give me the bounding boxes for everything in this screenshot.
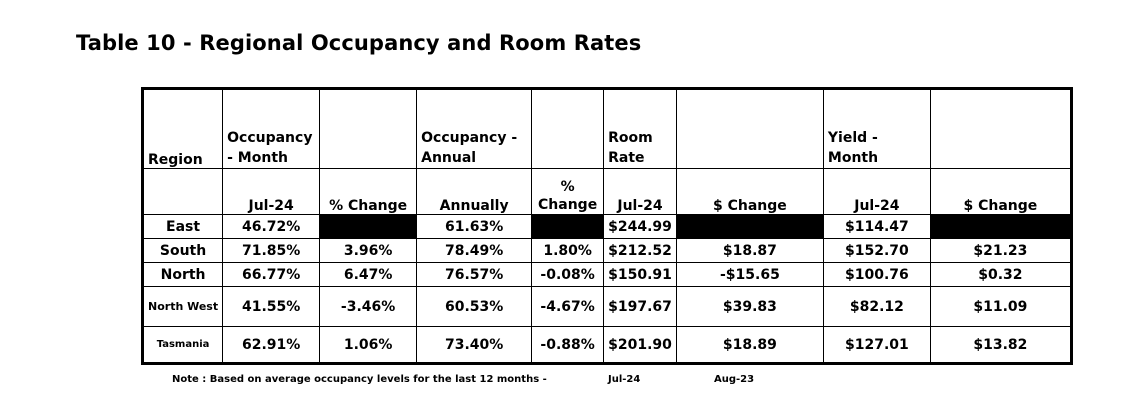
table-row: East 46.72% 61.63% $244.99 $114.47 — [141, 214, 1072, 239]
room-rate-cell: $197.67 — [603, 286, 677, 327]
subheader-blank — [141, 168, 224, 215]
header-blank — [319, 88, 418, 169]
room-rate-cell: $212.52 — [603, 238, 677, 263]
header-blank — [531, 88, 605, 169]
occupancy-cell: 46.72% — [222, 214, 321, 239]
room-rate-change-cell: $39.83 — [675, 286, 824, 327]
annual-cell: 61.63% — [416, 214, 533, 239]
header-room-rate: Room Rate — [603, 88, 677, 169]
table-row: North 66.77% 6.47% 76.57% -0.08% $150.91… — [141, 262, 1072, 287]
header-blank — [929, 88, 1072, 169]
subheader-jul24: Jul-24 — [603, 168, 677, 215]
annual-cell: 78.49% — [416, 238, 533, 263]
header-yield-month: Yield - Month — [822, 88, 931, 169]
occupancy-change-cell: 1.06% — [319, 326, 418, 364]
header-blank — [675, 88, 824, 169]
occupancy-cell: 62.91% — [222, 326, 321, 364]
yield-cell: $127.01 — [822, 326, 931, 364]
table-row: Tasmania 62.91% 1.06% 73.40% -0.88% $201… — [141, 326, 1072, 364]
region-cell: South — [141, 238, 224, 263]
yield-change-cell — [929, 214, 1072, 239]
room-rate-cell: $150.91 — [603, 262, 677, 287]
yield-change-cell: $21.23 — [929, 238, 1072, 263]
occupancy-change-cell: -3.46% — [319, 286, 418, 327]
yield-change-cell: $11.09 — [929, 286, 1072, 327]
header-occupancy-annual: Occupancy - Annual — [416, 88, 533, 169]
header-row: Region Occupancy - Month Occupancy - Ann… — [141, 88, 1072, 169]
annual-cell: 60.53% — [416, 286, 533, 327]
occupancy-table: Region Occupancy - Month Occupancy - Ann… — [141, 87, 1073, 365]
annual-cell: 73.40% — [416, 326, 533, 364]
subheader-jul24: Jul-24 — [822, 168, 931, 215]
room-rate-change-cell: $18.89 — [675, 326, 824, 364]
occupancy-change-cell — [319, 214, 418, 239]
footnote-to-date: Aug-23 — [714, 374, 755, 385]
yield-cell: $152.70 — [822, 238, 931, 263]
region-cell: East — [141, 214, 224, 239]
table-row: North West 41.55% -3.46% 60.53% -4.67% $… — [141, 286, 1072, 327]
annual-cell: 76.57% — [416, 262, 533, 287]
annual-change-cell: -0.88% — [531, 326, 605, 364]
footnote-from-date: Jul-24 — [608, 374, 641, 385]
subheader-dollar-change: $ Change — [929, 168, 1072, 215]
subheader-pct-change: % Change — [531, 168, 605, 215]
subheader-annually: Annually — [416, 168, 533, 215]
header-region: Region — [141, 88, 224, 169]
header-occupancy-month: Occupancy - Month — [222, 88, 321, 169]
yield-cell: $82.12 — [822, 286, 931, 327]
table-row: South 71.85% 3.96% 78.49% 1.80% $212.52 … — [141, 238, 1072, 263]
yield-change-cell: $0.32 — [929, 262, 1072, 287]
region-cell: North — [141, 262, 224, 287]
annual-change-cell — [531, 214, 605, 239]
subheader-jul24: Jul-24 — [222, 168, 321, 215]
yield-cell: $100.76 — [822, 262, 931, 287]
subheader-dollar-change: $ Change — [675, 168, 824, 215]
footnote-text: Note : Based on average occupancy levels… — [172, 374, 547, 385]
occupancy-change-cell: 3.96% — [319, 238, 418, 263]
region-cell: Tasmania — [141, 326, 224, 364]
room-rate-change-cell: $18.87 — [675, 238, 824, 263]
occupancy-cell: 71.85% — [222, 238, 321, 263]
occupancy-change-cell: 6.47% — [319, 262, 418, 287]
annual-change-cell: 1.80% — [531, 238, 605, 263]
page-title: Table 10 - Regional Occupancy and Room R… — [76, 31, 642, 55]
room-rate-cell: $201.90 — [603, 326, 677, 364]
annual-change-cell: -4.67% — [531, 286, 605, 327]
subheader-row: Jul-24 % Change Annually % Change Jul-24… — [141, 168, 1072, 215]
occupancy-cell: 41.55% — [222, 286, 321, 327]
room-rate-cell: $244.99 — [603, 214, 677, 239]
annual-change-cell: -0.08% — [531, 262, 605, 287]
yield-cell: $114.47 — [822, 214, 931, 239]
subheader-pct-change: % Change — [319, 168, 418, 215]
room-rate-change-cell — [675, 214, 824, 239]
room-rate-change-cell: -$15.65 — [675, 262, 824, 287]
occupancy-cell: 66.77% — [222, 262, 321, 287]
yield-change-cell: $13.82 — [929, 326, 1072, 364]
region-cell: North West — [141, 286, 224, 327]
